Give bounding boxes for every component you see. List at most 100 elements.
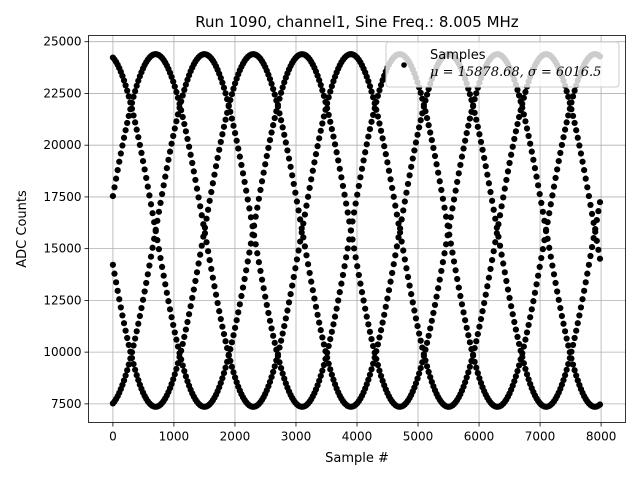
data-point bbox=[200, 233, 207, 240]
data-point bbox=[458, 301, 466, 308]
data-point bbox=[222, 364, 229, 371]
data-point bbox=[511, 378, 518, 385]
data-point bbox=[565, 112, 572, 119]
data-point bbox=[362, 149, 369, 156]
data-point bbox=[247, 240, 255, 247]
data-point bbox=[373, 98, 380, 106]
data-point bbox=[330, 321, 337, 328]
data-point bbox=[241, 275, 248, 283]
data-point bbox=[109, 192, 117, 200]
data-point bbox=[554, 288, 561, 295]
data-point bbox=[474, 331, 481, 338]
data-point bbox=[381, 143, 388, 150]
data-point bbox=[523, 329, 531, 336]
data-point bbox=[276, 359, 283, 366]
data-point bbox=[584, 270, 591, 277]
data-point bbox=[124, 87, 131, 94]
data-point bbox=[576, 312, 583, 319]
data-point bbox=[319, 87, 326, 94]
data-point bbox=[582, 175, 589, 182]
data-point bbox=[266, 317, 274, 324]
data-point bbox=[550, 271, 558, 278]
data-point bbox=[289, 282, 296, 289]
y-tick-label: 25000 bbox=[43, 35, 81, 49]
data-point bbox=[290, 180, 297, 188]
data-point bbox=[557, 149, 564, 156]
data-point bbox=[260, 285, 267, 292]
data-point bbox=[365, 78, 372, 85]
data-point bbox=[487, 188, 494, 196]
data-point bbox=[230, 369, 237, 376]
data-point bbox=[179, 92, 186, 99]
data-point bbox=[130, 93, 137, 100]
data-point bbox=[124, 367, 131, 374]
data-point bbox=[179, 362, 186, 369]
data-point bbox=[462, 137, 469, 144]
data-point bbox=[427, 373, 434, 381]
data-point bbox=[284, 147, 291, 154]
data-point bbox=[468, 346, 475, 353]
data-point bbox=[355, 271, 362, 279]
data-point bbox=[390, 193, 397, 200]
data-point bbox=[209, 180, 216, 187]
data-point bbox=[114, 287, 121, 294]
data-point bbox=[254, 250, 261, 257]
data-point bbox=[117, 150, 124, 157]
data-point bbox=[233, 317, 240, 324]
data-point bbox=[273, 108, 280, 115]
data-point bbox=[582, 279, 589, 286]
data-point bbox=[573, 372, 580, 379]
data-point bbox=[208, 265, 215, 273]
data-point bbox=[457, 292, 464, 300]
data-point bbox=[412, 315, 420, 322]
data-point bbox=[452, 187, 459, 194]
data-point bbox=[132, 366, 139, 373]
data-point bbox=[263, 152, 270, 160]
data-point bbox=[385, 167, 393, 174]
data-point bbox=[509, 143, 516, 150]
data-point bbox=[331, 141, 339, 148]
data-point bbox=[230, 85, 237, 92]
data-point bbox=[376, 87, 383, 94]
data-point bbox=[384, 295, 391, 302]
data-point bbox=[197, 251, 204, 258]
data-point bbox=[573, 327, 580, 334]
data-point bbox=[471, 358, 478, 365]
data-point bbox=[438, 267, 445, 275]
data-point bbox=[568, 99, 575, 106]
data-point bbox=[373, 355, 380, 363]
data-point bbox=[341, 191, 348, 198]
data-point bbox=[569, 93, 577, 100]
data-point bbox=[339, 182, 347, 190]
data-point bbox=[450, 196, 458, 203]
data-point bbox=[257, 186, 264, 194]
data-point bbox=[266, 137, 274, 144]
data-point bbox=[170, 78, 177, 85]
data-point bbox=[220, 123, 228, 130]
data-point bbox=[174, 343, 182, 350]
x-tick-label: 0 bbox=[109, 430, 117, 444]
data-point bbox=[181, 367, 188, 375]
data-point bbox=[420, 353, 427, 360]
data-point bbox=[593, 217, 600, 224]
data-point bbox=[325, 342, 332, 350]
data-point bbox=[309, 167, 316, 174]
data-point bbox=[132, 335, 139, 342]
data-point bbox=[581, 287, 588, 294]
data-point bbox=[496, 212, 504, 219]
data-point bbox=[311, 159, 318, 166]
data-point bbox=[203, 215, 210, 222]
data-point bbox=[390, 261, 397, 268]
data-point bbox=[124, 119, 131, 127]
data-point bbox=[198, 212, 205, 219]
data-point bbox=[416, 330, 423, 337]
data-point bbox=[371, 105, 378, 112]
x-tick-label: 1000 bbox=[159, 430, 190, 444]
data-point bbox=[416, 370, 423, 377]
data-point bbox=[114, 167, 121, 174]
data-point bbox=[166, 148, 174, 155]
data-point bbox=[143, 174, 150, 182]
data-point bbox=[189, 159, 196, 167]
data-point bbox=[141, 166, 148, 173]
data-point bbox=[466, 363, 473, 370]
